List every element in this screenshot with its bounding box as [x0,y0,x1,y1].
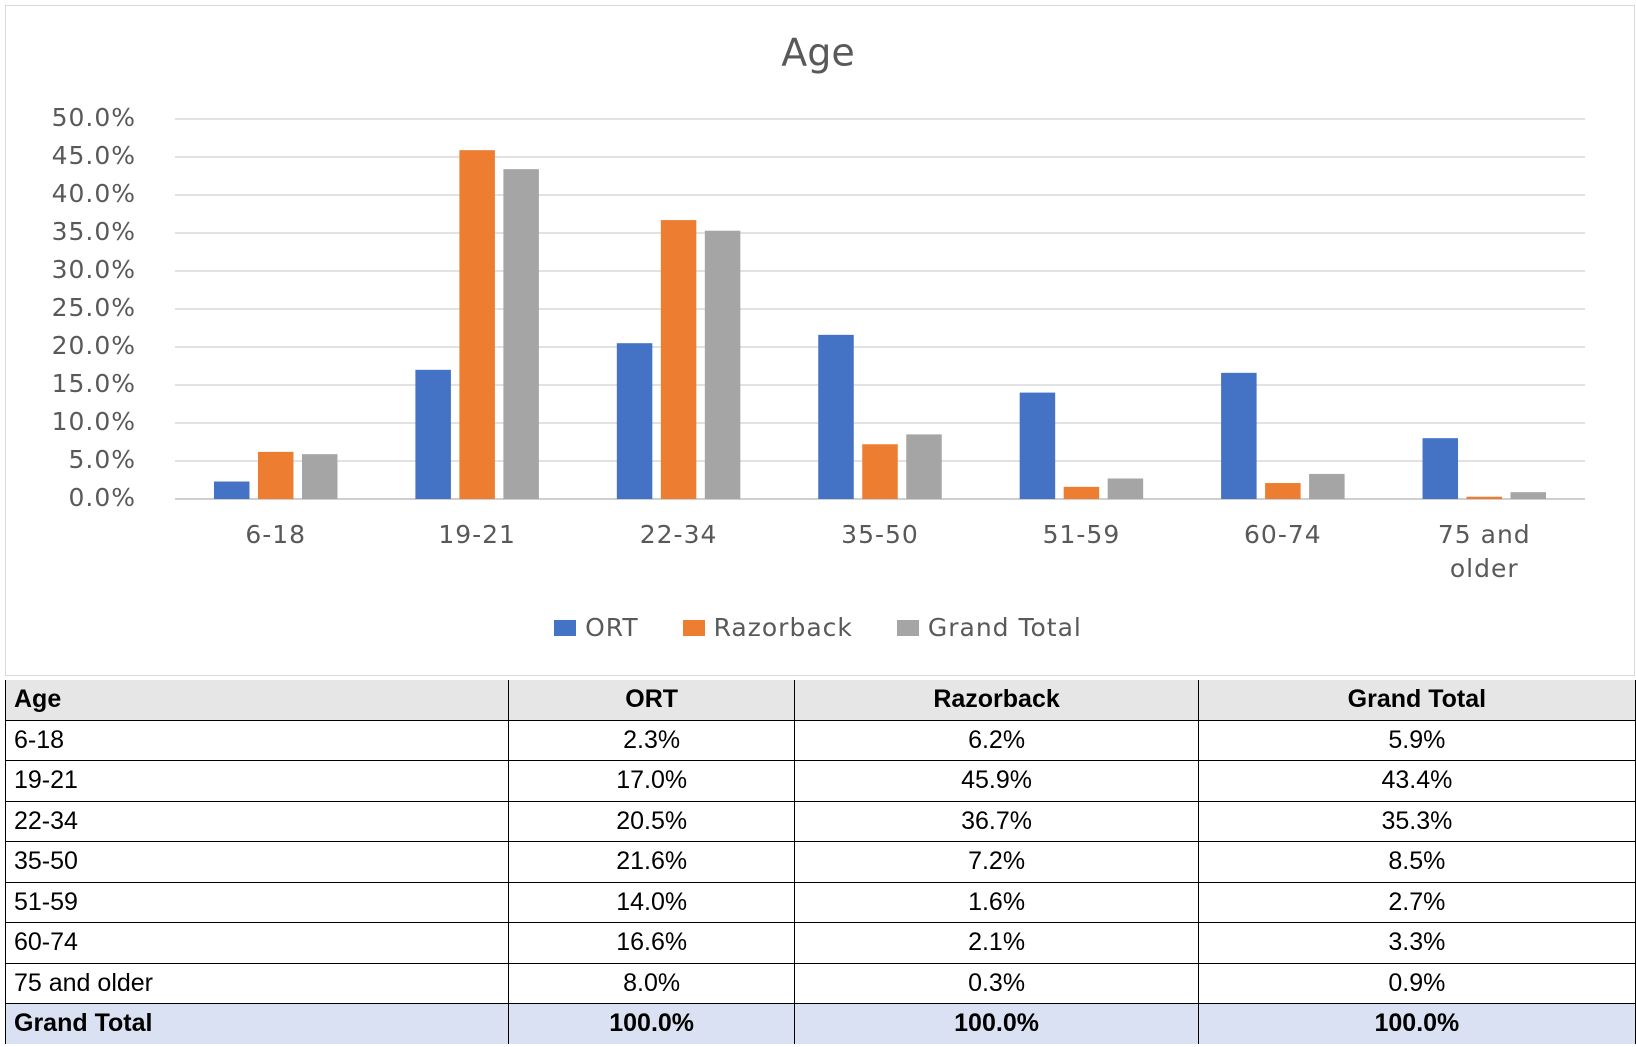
table-row: 35-50 21.6% 7.2% 8.5% [5,841,1636,883]
legend: ORT Razorback Grand Total [0,613,1636,642]
x-tick-label: 60-74 [1244,520,1322,549]
x-tick-label: 35-50 [841,520,919,549]
table-row: 6-18 2.3% 6.2% 5.9% [5,719,1636,761]
data-table: Age ORT Razorback Grand Total 6-18 2.3% 6.2% 5.… [5,680,1636,1044]
bar [257,451,294,499]
bar [862,444,898,499]
x-tick-label: 75 and older [1437,520,1531,583]
table-row: 51-59 14.0% 1.6% 2.7% [5,881,1636,923]
table-cell: 6.2% [794,719,1199,761]
bar [616,343,653,499]
table-cell: 2.7% [1197,881,1636,923]
bar [1309,473,1345,499]
table-cell: Age [5,680,509,721]
x-tick-label: 51-59 [1042,520,1121,549]
table-cell: 16.6% [507,922,796,964]
chart-title: Age [781,31,855,75]
bar [415,369,451,499]
table-row: 60-74 16.6% 2.1% 3.3% [5,922,1636,964]
legend-item: Grand Total [896,613,1082,642]
table-cell: 19-21 [5,760,509,802]
table-cell: 43.4% [1197,760,1636,802]
table-row: 75 and older 8.0% 0.3% 0.9% [5,962,1636,1004]
table-row: 19-21 17.0% 45.9% 43.4% [5,760,1636,802]
table-cell: 0.3% [794,962,1199,1004]
table-cell: 5.9% [1197,719,1636,761]
table-cell: 35-50 [5,841,509,883]
table-cell: 2.1% [794,922,1199,964]
x-tick-label: 19-21 [438,520,516,549]
bar [704,230,741,499]
y-tick-label: 10.0% [52,407,136,436]
total-row: Grand Total 100.0% 100.0% 100.0% [5,1003,1636,1044]
chart: Age 0.0% 5.0% 10.0% 15.0% 20.0% 25.0% 30.0% 35.… [5,5,1635,676]
legend-swatch [682,619,705,636]
table-cell: 21.6% [507,841,796,883]
table-cell: 7.2% [794,841,1199,883]
bar [503,169,539,499]
table-cell: 22-34 [5,800,509,842]
y-tick-label: 0.0% [68,483,136,512]
table-cell: 60-74 [5,922,509,964]
table-cell: 51-59 [5,881,509,923]
legend-item: ORT [554,613,639,642]
x-tick-label: 22-34 [639,520,718,549]
table-cell: 8.5% [1197,841,1636,883]
table-cell: 36.7% [794,800,1199,842]
table-cell: Grand Total [5,1003,509,1044]
y-tick-label: 15.0% [52,369,136,398]
bar [459,150,495,499]
table-cell: 100.0% [1197,1003,1636,1044]
legend-label: Razorback [713,613,853,642]
table-cell: Razorback [794,680,1199,721]
legend-label: Grand Total [927,613,1082,642]
y-tick-label: 20.0% [52,331,136,360]
y-tick-label: 45.0% [52,141,136,170]
table-cell: 100.0% [507,1003,796,1044]
y-tick-label: 5.0% [68,445,136,474]
bar [818,334,854,499]
table-cell: 14.0% [507,881,796,923]
table-cell: 75 and older [5,962,509,1004]
bar [1063,486,1100,499]
y-tick-label: 30.0% [52,255,136,284]
table-cell: 1.6% [794,881,1199,923]
table-cell: 35.3% [1197,800,1636,842]
bar [906,434,942,499]
bar [1221,372,1257,499]
bar [301,454,338,499]
y-tick-label: 25.0% [52,293,136,322]
bar [1422,438,1459,499]
table-cell: 100.0% [794,1003,1199,1044]
table-cell: 0.9% [1197,962,1636,1004]
table-cell: ORT [507,680,796,721]
y-tick-label: 50.0% [52,103,136,132]
bar [1510,492,1547,499]
table-cell: 8.0% [507,962,796,1004]
legend-label: ORT [585,613,639,642]
bar [1466,496,1503,499]
bar [1107,478,1144,499]
table-cell: 3.3% [1197,922,1636,964]
legend-swatch [554,619,577,636]
table-cell: 17.0% [507,760,796,802]
table-cell: 20.5% [507,800,796,842]
table-row: 22-34 20.5% 36.7% 35.3% [5,800,1636,842]
bar [1019,392,1056,499]
header-row: Age ORT Razorback Grand Total [5,680,1636,721]
y-tick-label: 40.0% [52,179,136,208]
bar [1265,483,1301,499]
bar [213,481,250,499]
table-cell: 45.9% [794,760,1199,802]
legend-item: Razorback [682,613,853,642]
table-cell: 2.3% [507,719,796,761]
table-cell: Grand Total [1197,680,1636,721]
table-cell: 6-18 [5,719,509,761]
y-tick-label: 35.0% [52,217,136,246]
x-tick-label: 6-18 [245,520,307,549]
bar [660,220,697,499]
legend-swatch [896,619,919,636]
